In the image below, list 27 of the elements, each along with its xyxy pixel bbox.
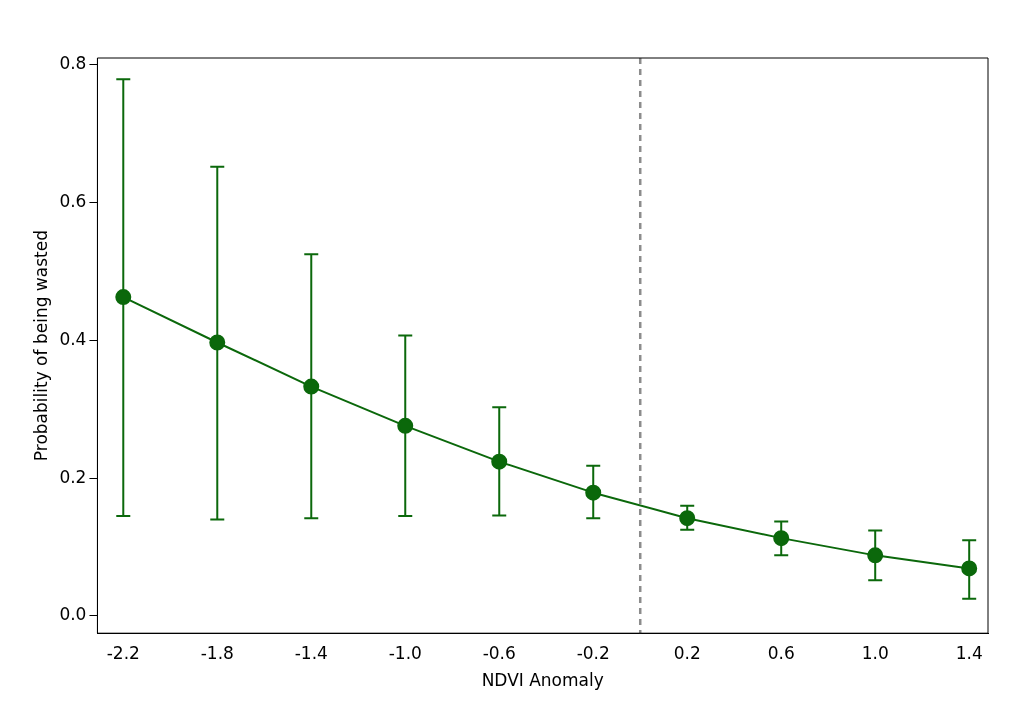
x-tick-label: -0.6: [482, 642, 516, 663]
x-tick-label: -1.4: [294, 642, 328, 663]
x-tick-label: 0.2: [673, 642, 701, 663]
x-axis-title: NDVI Anomaly: [481, 670, 604, 691]
x-tick-label: 1.4: [955, 642, 983, 663]
point: [773, 530, 790, 547]
point: [961, 560, 978, 577]
y-tick-label: 0.0: [59, 604, 87, 625]
y-tick-label: 0.6: [59, 191, 87, 212]
x-tick-label: -2.2: [106, 642, 140, 663]
point: [115, 289, 132, 306]
point: [303, 378, 320, 395]
point: [491, 453, 508, 470]
y-tick-label: 0.8: [59, 53, 87, 74]
y-tick-label: 0.4: [59, 328, 87, 349]
point: [397, 417, 414, 434]
x-tick-label: -1.8: [200, 642, 234, 663]
y-tick-label: 0.2: [59, 466, 87, 487]
x-tick-label: 0.6: [767, 642, 795, 663]
point: [585, 484, 602, 501]
point: [209, 334, 226, 351]
x-tick-label: -1.0: [388, 642, 422, 663]
point: [867, 547, 884, 564]
x-tick-label: -0.2: [576, 642, 610, 663]
point: [679, 510, 696, 527]
y-axis-title: Probability of being wasted: [30, 230, 51, 462]
x-tick-label: 1.0: [861, 642, 889, 663]
